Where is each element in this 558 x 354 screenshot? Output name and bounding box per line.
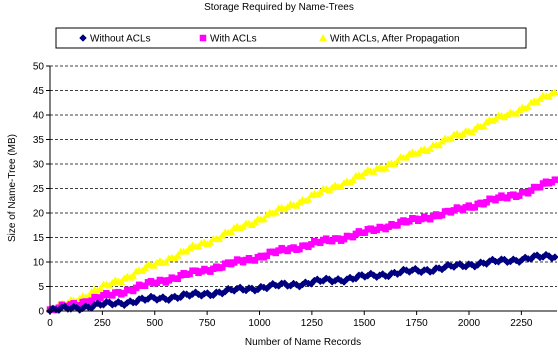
data-point [402, 153, 411, 161]
legend-marker [199, 34, 207, 42]
x-tick-label: 1750 [406, 318, 429, 329]
data-point [551, 253, 558, 261]
data-point [117, 277, 126, 285]
legend-entry-0: Without ACLs [79, 34, 151, 45]
y-tick-label: 5 [38, 282, 44, 293]
legend-label: Without ACLs [90, 34, 151, 45]
y-axis-label: Size of Name-Tree (MB) [7, 134, 18, 242]
x-tick-label: 1500 [353, 318, 376, 329]
series-0 [46, 250, 558, 315]
data-point [182, 247, 191, 255]
x-tick-label: 1250 [301, 318, 324, 329]
legend-entry-1: With ACLs [199, 34, 257, 45]
data-point [316, 188, 325, 196]
legend-entry-2: With ACLs, After Propagation [319, 33, 460, 45]
legend: Without ACLs With ACLs With ACLs, After Pr… [55, 27, 527, 49]
data-point [550, 88, 558, 96]
data-point [96, 284, 105, 292]
chart-title: Storage Required by Name-Trees [204, 2, 354, 13]
y-tick-label: 40 [33, 111, 45, 122]
legend-label: With ACLs, After Propagation [330, 34, 460, 45]
x-tick-label: 500 [146, 318, 163, 329]
data-point [551, 176, 558, 183]
y-tick-label: 35 [33, 135, 45, 146]
y-tick-label: 45 [33, 86, 45, 97]
y-tick-label: 25 [33, 184, 45, 195]
data-point [524, 102, 533, 110]
data-point [161, 258, 170, 266]
data-point [393, 156, 402, 165]
data-point [536, 95, 544, 103]
data-point [218, 231, 227, 239]
x-tick-label: 250 [94, 318, 111, 329]
data-point [173, 251, 182, 259]
legend-label: With ACLs [210, 34, 257, 45]
data-point [129, 271, 138, 279]
data-point [381, 164, 390, 172]
legend-box [55, 27, 527, 49]
y-tick-label: 15 [33, 233, 45, 244]
data-point [259, 215, 268, 223]
legend-marker [319, 33, 327, 42]
y-tick-label: 0 [38, 307, 44, 318]
data-point [426, 144, 435, 152]
y-tick-label: 20 [33, 209, 45, 220]
data-point [271, 208, 280, 216]
data-point [447, 134, 455, 142]
data-point [479, 122, 488, 130]
x-tick-label: 750 [199, 318, 216, 329]
y-tick-label: 30 [33, 160, 45, 171]
data-point [512, 109, 521, 117]
data-point [491, 115, 500, 123]
x-tick-label: 2250 [510, 318, 533, 329]
x-tick-label: 0 [47, 318, 53, 329]
data-point [206, 238, 215, 246]
data-point [337, 182, 345, 190]
x-axis-label: Number of Name Records [245, 337, 361, 348]
series-1 [46, 176, 558, 314]
legend-marker [79, 34, 87, 42]
data-point [435, 141, 443, 149]
y-tick-label: 10 [33, 258, 45, 269]
y-tick-label: 50 [33, 62, 45, 73]
data-point [227, 227, 236, 235]
x-tick-label: 1000 [248, 318, 271, 329]
data-point [304, 195, 313, 203]
x-tick-label: 2000 [458, 318, 481, 329]
data-point [215, 235, 224, 243]
data-point [349, 176, 357, 184]
